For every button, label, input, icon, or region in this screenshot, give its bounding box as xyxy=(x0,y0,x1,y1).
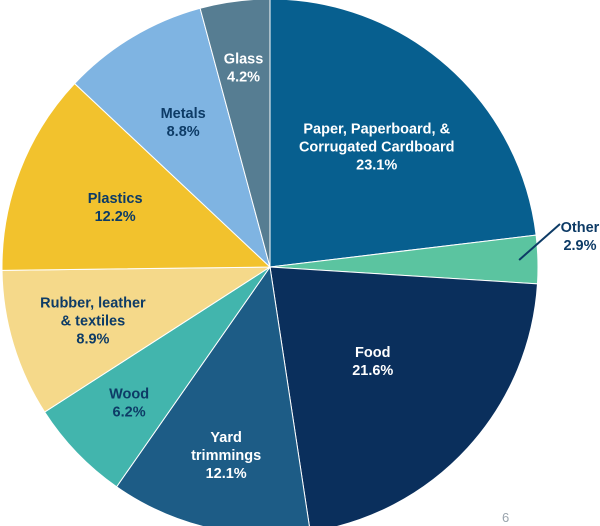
slice-label-rubber-leather: Rubber, leather xyxy=(40,295,146,311)
slice-value-glass: 4.2% xyxy=(227,70,260,86)
slice-plastics xyxy=(1,82,272,271)
slice-label-food: Food xyxy=(355,345,390,361)
callout-line-other xyxy=(518,223,561,261)
slice-glass xyxy=(199,0,271,268)
slice-rubber-leather xyxy=(1,266,272,413)
slice-label-glass: Glass xyxy=(224,52,264,68)
pie-slices xyxy=(1,0,539,526)
slice-label-plastics: Plastics xyxy=(88,191,143,207)
callout-label-other: Other xyxy=(561,220,600,236)
slice-labels: Paper, Paperboard, & Corrugated Cardboard… xyxy=(40,52,454,482)
slice-yard xyxy=(115,265,310,526)
slice-value-metals: 8.8% xyxy=(167,124,200,140)
slice-label-rubber-leather: & textiles xyxy=(61,313,125,329)
slice-paper-paperboard xyxy=(269,0,537,268)
slice-value-rubber-leather: 8.9% xyxy=(76,331,109,347)
slice-value-yard: 12.1% xyxy=(206,466,247,482)
slice-metals xyxy=(73,7,271,269)
slice-value-food: 21.6% xyxy=(352,363,393,379)
callouts: Other 2.9% xyxy=(518,220,600,261)
slice-label-wood: Wood xyxy=(109,387,149,403)
slice-value-paper-paperboard: 23.1% xyxy=(356,158,397,174)
slice-label-yard: Yard xyxy=(210,430,241,446)
slice-food xyxy=(269,266,539,526)
slice-label-metals: Metals xyxy=(161,106,206,122)
slice-value-wood: 6.2% xyxy=(113,405,146,421)
slice-label-paper-paperboard: Paper, Paperboard, & xyxy=(303,122,450,138)
slice-label-paper-paperboard: Corrugated Cardboard xyxy=(299,140,455,156)
footer-mark: 6 xyxy=(502,510,509,525)
callout-value-other: 2.9% xyxy=(563,238,596,254)
slice-value-plastics: 12.2% xyxy=(95,209,136,225)
slice-label-yard: trimmings xyxy=(191,448,261,464)
